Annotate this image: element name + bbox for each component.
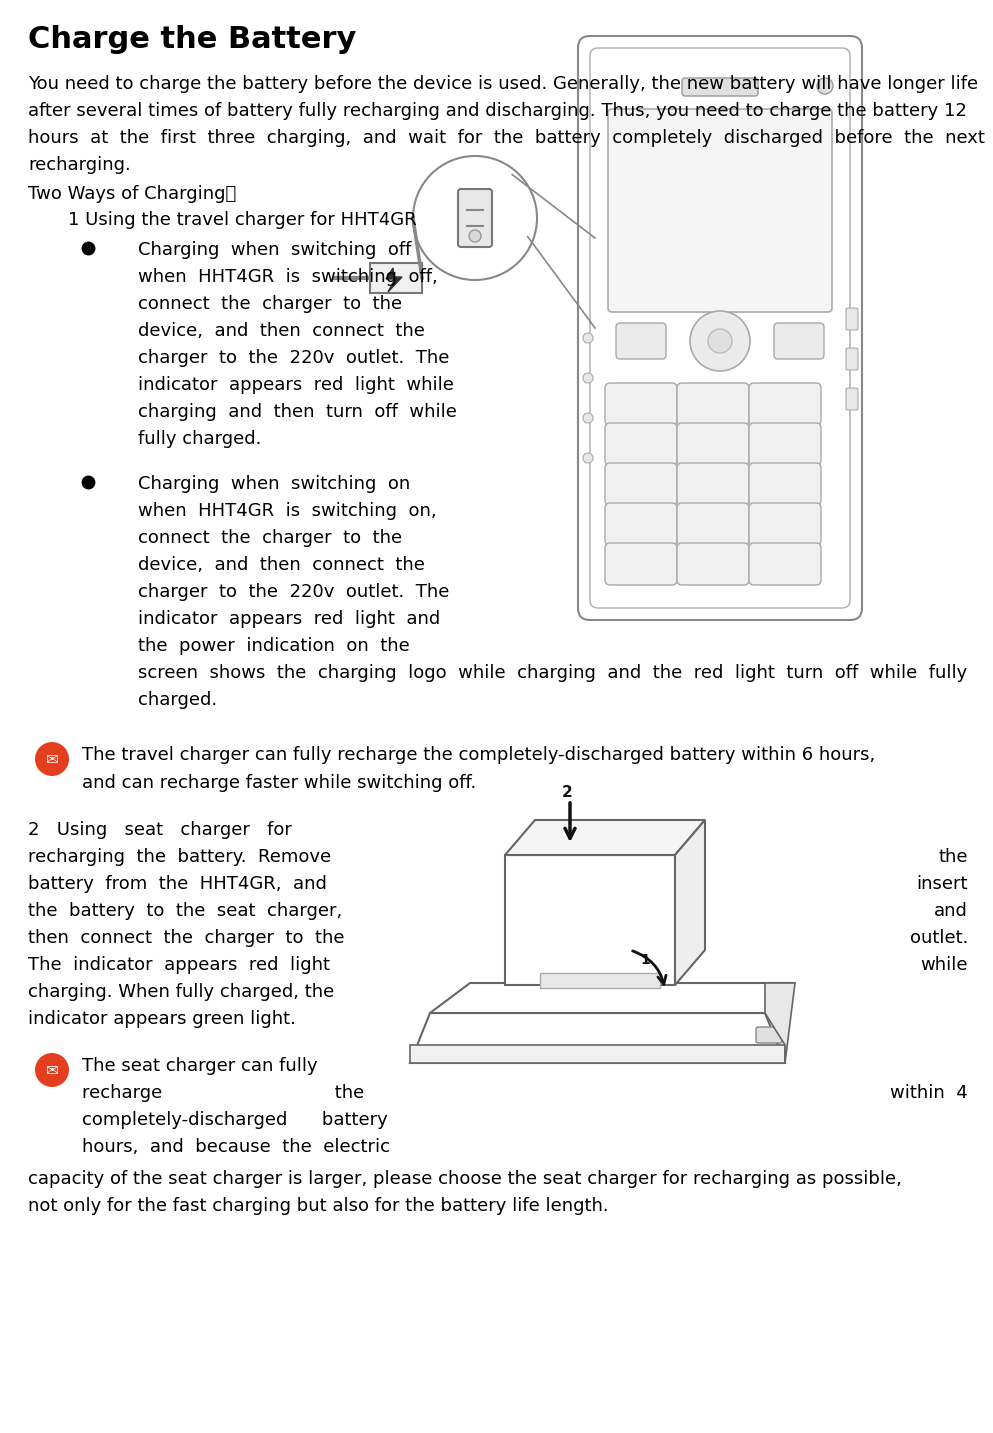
- FancyBboxPatch shape: [677, 503, 749, 545]
- Text: recharging  the  battery.  Remove: recharging the battery. Remove: [28, 848, 331, 866]
- FancyBboxPatch shape: [605, 383, 677, 426]
- Circle shape: [583, 332, 593, 342]
- FancyBboxPatch shape: [578, 36, 862, 620]
- FancyBboxPatch shape: [756, 1027, 782, 1043]
- Circle shape: [35, 1053, 69, 1088]
- FancyBboxPatch shape: [540, 973, 660, 987]
- Text: recharging.: recharging.: [28, 156, 131, 173]
- FancyBboxPatch shape: [846, 388, 858, 410]
- FancyBboxPatch shape: [605, 543, 677, 585]
- Polygon shape: [386, 268, 402, 292]
- Text: Charge the Battery: Charge the Battery: [28, 24, 356, 54]
- Text: ✉: ✉: [46, 751, 59, 767]
- Circle shape: [469, 231, 481, 242]
- FancyBboxPatch shape: [370, 264, 422, 292]
- FancyBboxPatch shape: [774, 322, 824, 360]
- Text: hours  at  the  first  three  charging,  and  wait  for  the  battery  completel: hours at the first three charging, and w…: [28, 129, 993, 148]
- Text: within  4: within 4: [891, 1083, 968, 1102]
- Circle shape: [583, 413, 593, 423]
- Text: 1 Using the travel charger for HHT4GR: 1 Using the travel charger for HHT4GR: [68, 211, 417, 229]
- Text: fully charged.: fully charged.: [138, 430, 261, 449]
- Circle shape: [708, 330, 732, 353]
- Circle shape: [583, 373, 593, 383]
- Text: connect  the  charger  to  the: connect the charger to the: [138, 529, 402, 547]
- Text: insert: insert: [917, 876, 968, 893]
- FancyBboxPatch shape: [605, 423, 677, 464]
- FancyBboxPatch shape: [682, 77, 758, 96]
- Text: charging  and  then  turn  off  while: charging and then turn off while: [138, 403, 457, 421]
- Text: connect  the  charger  to  the: connect the charger to the: [138, 295, 402, 312]
- FancyBboxPatch shape: [749, 503, 821, 545]
- Text: indicator  appears  red  light  while: indicator appears red light while: [138, 375, 454, 394]
- Text: Charging  when  switching  off: Charging when switching off: [138, 241, 411, 259]
- Polygon shape: [430, 983, 795, 1013]
- Text: the: the: [938, 848, 968, 866]
- FancyBboxPatch shape: [677, 543, 749, 585]
- FancyBboxPatch shape: [749, 463, 821, 504]
- Text: and can recharge faster while switching off.: and can recharge faster while switching …: [82, 774, 477, 792]
- Text: completely-discharged      battery: completely-discharged battery: [82, 1111, 387, 1129]
- Text: then  connect  the  charger  to  the: then connect the charger to the: [28, 929, 345, 947]
- Text: hours,  and  because  the  electric: hours, and because the electric: [82, 1138, 390, 1156]
- FancyBboxPatch shape: [677, 463, 749, 504]
- Text: The  indicator  appears  red  light: The indicator appears red light: [28, 956, 330, 974]
- Circle shape: [35, 742, 69, 777]
- Text: charging. When fully charged, the: charging. When fully charged, the: [28, 983, 335, 1002]
- Text: 1: 1: [640, 953, 649, 967]
- Text: when  HHT4GR  is  switching  off,: when HHT4GR is switching off,: [138, 268, 438, 287]
- Text: charger  to  the  220v  outlet.  The: charger to the 220v outlet. The: [138, 583, 450, 600]
- Polygon shape: [675, 820, 705, 984]
- FancyBboxPatch shape: [616, 322, 666, 360]
- Text: Charging  when  switching  on: Charging when switching on: [138, 474, 410, 493]
- Text: screen  shows  the  charging  logo  while  charging  and  the  red  light  turn : screen shows the charging logo while cha…: [138, 663, 967, 682]
- FancyBboxPatch shape: [846, 348, 858, 370]
- Text: not only for the fast charging but also for the battery life length.: not only for the fast charging but also …: [28, 1197, 609, 1215]
- Text: capacity of the seat charger is larger, please choose the seat charger for recha: capacity of the seat charger is larger, …: [28, 1169, 902, 1188]
- Polygon shape: [410, 1013, 785, 1063]
- FancyBboxPatch shape: [749, 383, 821, 426]
- FancyBboxPatch shape: [677, 423, 749, 464]
- Text: the  power  indication  on  the: the power indication on the: [138, 638, 410, 655]
- Polygon shape: [410, 1045, 785, 1063]
- Text: The seat charger can fully: The seat charger can fully: [82, 1058, 318, 1075]
- FancyBboxPatch shape: [677, 383, 749, 426]
- Text: outlet.: outlet.: [910, 929, 968, 947]
- Circle shape: [413, 156, 537, 279]
- FancyBboxPatch shape: [749, 543, 821, 585]
- Text: device,  and  then  connect  the: device, and then connect the: [138, 556, 425, 575]
- Text: Two Ways of Charging：: Two Ways of Charging：: [28, 185, 236, 203]
- Polygon shape: [505, 820, 705, 856]
- Text: the  battery  to  the  seat  charger,: the battery to the seat charger,: [28, 901, 343, 920]
- Text: The travel charger can fully recharge the completely-discharged battery within 6: The travel charger can fully recharge th…: [82, 747, 875, 764]
- Text: You need to charge the battery before the device is used. Generally, the new bat: You need to charge the battery before th…: [28, 75, 978, 93]
- Text: and: and: [934, 901, 968, 920]
- Text: battery  from  the  HHT4GR,  and: battery from the HHT4GR, and: [28, 876, 327, 893]
- Text: after several times of battery fully recharging and discharging. Thus, you need : after several times of battery fully rec…: [28, 102, 967, 120]
- Text: 2   Using   seat   charger   for: 2 Using seat charger for: [28, 821, 292, 838]
- FancyBboxPatch shape: [605, 503, 677, 545]
- Text: 2: 2: [562, 784, 572, 800]
- Text: indicator  appears  red  light  and: indicator appears red light and: [138, 610, 440, 628]
- Circle shape: [690, 311, 750, 371]
- Text: charger  to  the  220v  outlet.  The: charger to the 220v outlet. The: [138, 350, 450, 367]
- Circle shape: [557, 782, 583, 808]
- Text: recharge                              the: recharge the: [82, 1083, 364, 1102]
- Text: charged.: charged.: [138, 691, 217, 709]
- FancyBboxPatch shape: [590, 47, 850, 608]
- FancyBboxPatch shape: [458, 189, 492, 246]
- Polygon shape: [765, 983, 795, 1063]
- Circle shape: [817, 77, 833, 95]
- Text: while: while: [921, 956, 968, 974]
- FancyBboxPatch shape: [846, 308, 858, 330]
- Polygon shape: [505, 856, 675, 984]
- Text: device,  and  then  connect  the: device, and then connect the: [138, 322, 425, 340]
- FancyBboxPatch shape: [605, 463, 677, 504]
- FancyBboxPatch shape: [608, 109, 832, 312]
- Circle shape: [583, 453, 593, 463]
- FancyBboxPatch shape: [749, 423, 821, 464]
- Text: ✉: ✉: [46, 1062, 59, 1078]
- Text: when  HHT4GR  is  switching  on,: when HHT4GR is switching on,: [138, 502, 437, 520]
- Text: indicator appears green light.: indicator appears green light.: [28, 1010, 296, 1027]
